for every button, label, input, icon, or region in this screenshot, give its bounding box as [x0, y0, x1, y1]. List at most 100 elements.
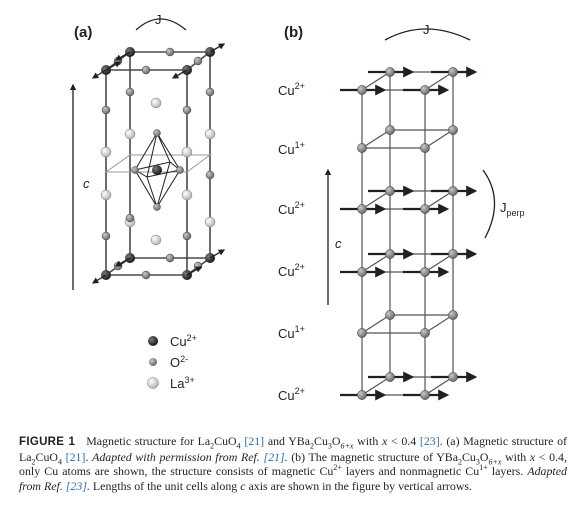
lattice-plane [359, 129, 456, 149]
ref-link-21[interactable]: [21] [263, 449, 285, 464]
layer-5-charge: 1+ [295, 324, 305, 334]
caption-sup: 2+ [333, 463, 342, 473]
cu-atom [420, 85, 430, 95]
cu-atom [420, 204, 430, 214]
ref-link-23[interactable]: [23] [65, 478, 87, 493]
caption-text: and YBa [267, 434, 311, 448]
panel-a: (a) J c [69, 12, 226, 391]
lattice-plane [359, 253, 456, 273]
cu-atom [357, 390, 367, 400]
legend-o-name: O [170, 355, 180, 370]
legend-o-icon [149, 358, 157, 366]
layer-5-name: Cu [278, 326, 295, 341]
cu-atom [357, 85, 367, 95]
caption-sub: 6+x [488, 456, 502, 466]
layer-3-charge: 2+ [295, 200, 305, 210]
caption-text: CuO [214, 434, 237, 448]
caption-text: < 0.4, only Cu atoms are shown, the stru… [19, 449, 567, 479]
svg-text:Cu1+: Cu1+ [278, 324, 305, 341]
exchange-label-a: J [155, 12, 162, 27]
layer-1-name: Cu [278, 83, 295, 98]
layer-6-name: Cu [278, 388, 295, 403]
lattice-plane [359, 71, 456, 91]
cu-atom [385, 125, 395, 135]
svg-text:O2-: O2- [170, 354, 188, 370]
svg-text:La3+: La3+ [170, 375, 195, 391]
caption-var: x [529, 449, 536, 464]
cu-atom [385, 249, 395, 259]
cu-atom [357, 328, 367, 338]
cu-atom [420, 143, 430, 153]
lattice-plane [359, 376, 456, 396]
la-atoms [100, 97, 216, 246]
caption-text: Cu [314, 434, 328, 448]
caption-sub: 2 [210, 441, 215, 451]
legend-cu-name: Cu [170, 334, 187, 349]
caption-text: Adapted with permission from Ref. [92, 449, 260, 464]
caption-text: with [357, 434, 379, 448]
layer-3-name: Cu [278, 202, 295, 217]
cu-atom [385, 186, 395, 196]
caption-label: FIGURE 1 [19, 436, 76, 448]
caption-sub: 2 [31, 456, 36, 466]
caption-var: c [240, 478, 246, 493]
cu-atom [385, 310, 395, 320]
caption-sub: 2 [457, 456, 462, 466]
caption-text: (a) Magnetic structure of La [19, 434, 567, 464]
layer-2-charge: 1+ [295, 140, 305, 150]
ref-link-23[interactable]: [23] [419, 434, 440, 448]
exchange-label-b: J [423, 22, 430, 37]
cu-atom [448, 372, 458, 382]
svg-text:Cu2+: Cu2+ [278, 81, 305, 98]
caption-text: layers and nonmagnetic Cu [345, 464, 480, 479]
caption-text: Cu [461, 449, 476, 464]
exchange-arc-b [384, 28, 471, 41]
spin-arrows-a [91, 43, 226, 284]
lattice-plane [359, 314, 456, 334]
caption-text: O [331, 434, 341, 448]
cu-atom [448, 249, 458, 259]
cu-atom [385, 372, 395, 382]
caption-text: layers. [491, 464, 524, 479]
ref-link-21[interactable]: [21] [244, 434, 265, 448]
layer-labels: Cu2+ Cu1+ Cu2+ Cu2+ Cu1+ Cu2+ [278, 81, 305, 403]
cu-atom [420, 267, 430, 277]
svg-text:Cu2+: Cu2+ [278, 262, 305, 279]
cu-atom [420, 390, 430, 400]
caption-text: with [505, 449, 527, 464]
cu-atom [448, 67, 458, 77]
legend-la-name: La [170, 376, 185, 391]
caption-text: (b) The magnetic structure of YBa [291, 449, 458, 464]
legend-la-charge: 3+ [184, 375, 194, 385]
svg-text:Cu2+: Cu2+ [278, 386, 305, 403]
panel-a-label: (a) [74, 24, 92, 41]
svg-text:Cu2+: Cu2+ [170, 333, 197, 349]
figure-illustration: (a) J c [69, 12, 525, 403]
c-axis-label-b: c [335, 236, 342, 251]
legend-a: Cu2+ O2- La3+ [147, 333, 197, 391]
cu-atom [357, 204, 367, 214]
legend-cu-icon [148, 336, 158, 346]
cu-atom [448, 186, 458, 196]
caption-text: Adapted from Ref. [19, 464, 567, 493]
cu-atom [420, 328, 430, 338]
exchange-arc [135, 18, 187, 31]
cu-atom [357, 267, 367, 277]
caption-sup: 1+ [479, 463, 488, 473]
legend-o-charge: 2- [180, 354, 188, 364]
legend-la-icon [147, 377, 159, 389]
caption-text: Lengths of the unit cells along [92, 478, 238, 493]
layer-1-charge: 2+ [295, 81, 305, 91]
panel-b-label: (b) [284, 24, 303, 41]
caption-var: x [381, 434, 388, 448]
svg-text:Cu1+: Cu1+ [278, 140, 305, 157]
caption-sub: 4 [236, 441, 241, 451]
layer-4-charge: 2+ [295, 262, 305, 272]
figure-caption: FIGURE 1 Magnetic structure for La2CuO4 … [19, 434, 567, 493]
layer-6-charge: 2+ [295, 386, 305, 396]
jperp-sub: perp [507, 208, 525, 218]
caption-sub: 3 [327, 441, 332, 451]
ref-link-21[interactable]: [21] [65, 449, 86, 464]
caption-sub: 6+x [340, 441, 354, 451]
caption-text: < 0.4 [390, 434, 417, 448]
